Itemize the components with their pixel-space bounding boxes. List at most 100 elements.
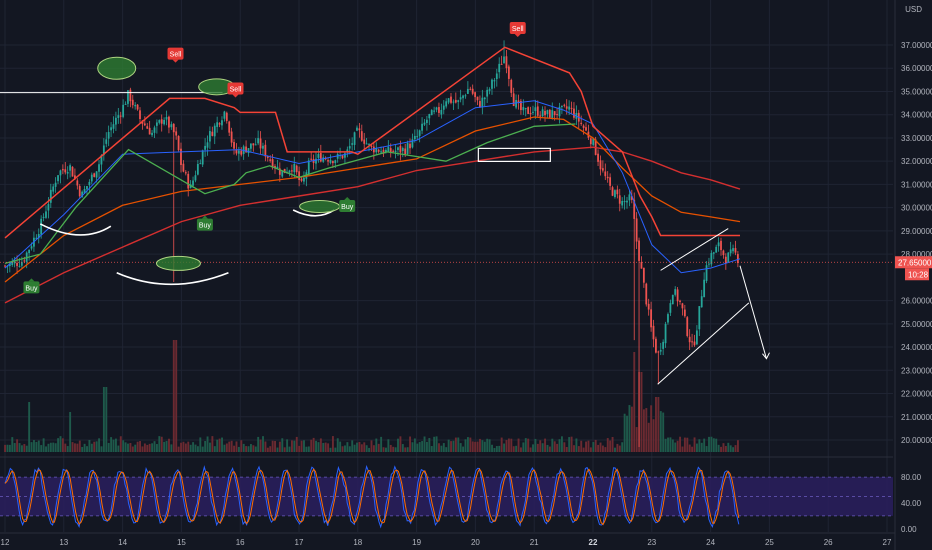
volume-bar bbox=[708, 436, 710, 452]
price-tick-label: 36.00000 bbox=[901, 64, 932, 73]
candle-body bbox=[524, 108, 527, 110]
volume-bar bbox=[23, 444, 26, 452]
candle-body bbox=[445, 101, 448, 107]
candle-body bbox=[416, 136, 419, 138]
candle-body bbox=[457, 100, 460, 102]
candle-body bbox=[201, 150, 204, 165]
volume-bar bbox=[423, 436, 426, 452]
candle-body bbox=[129, 89, 132, 102]
candle-body bbox=[691, 341, 693, 343]
volume-bar bbox=[380, 436, 383, 452]
volume-bar bbox=[466, 437, 469, 452]
volume-bar bbox=[368, 447, 371, 452]
highlight-ellipse bbox=[155, 255, 201, 271]
candle-body bbox=[228, 121, 231, 133]
last-price-badge bbox=[895, 256, 932, 269]
candle-body bbox=[469, 88, 472, 90]
candle-body bbox=[662, 341, 665, 349]
candle-body bbox=[189, 184, 192, 189]
volume-bar bbox=[435, 436, 438, 452]
volume-bar bbox=[177, 446, 180, 452]
time-tick-label: 21 bbox=[530, 538, 539, 547]
candle-body bbox=[315, 158, 317, 164]
candle-body bbox=[288, 170, 291, 173]
candle-body bbox=[394, 150, 397, 153]
candle-body bbox=[597, 153, 599, 162]
time-tick-label: 27 bbox=[883, 538, 892, 547]
volume-bar bbox=[614, 447, 616, 452]
volume-bar bbox=[319, 438, 322, 452]
volume-bar bbox=[633, 352, 636, 452]
candle-body bbox=[604, 171, 607, 177]
volume-bar bbox=[184, 443, 187, 452]
volume-bar bbox=[592, 442, 595, 452]
volume-bar bbox=[57, 438, 60, 452]
candle-body bbox=[423, 122, 426, 125]
candle-body bbox=[404, 148, 407, 155]
volume-bar bbox=[438, 443, 440, 452]
candle-body bbox=[428, 114, 431, 119]
candle-body bbox=[276, 166, 279, 169]
candle-body bbox=[363, 139, 366, 144]
candle-body bbox=[560, 105, 563, 107]
volume-bar bbox=[317, 442, 320, 452]
user-drawings[interactable] bbox=[0, 56, 770, 385]
candle-body bbox=[717, 242, 720, 247]
candle-body bbox=[563, 104, 566, 106]
candle-body bbox=[630, 196, 633, 200]
candle-body bbox=[647, 303, 650, 310]
candle-body bbox=[372, 146, 375, 153]
volume-bar bbox=[503, 443, 506, 452]
price-tick-label: 22.00000 bbox=[901, 390, 932, 399]
candle-body bbox=[667, 314, 669, 323]
buy-sell-signals: Buy Sell Buy Sell Buy Sell bbox=[23, 22, 526, 294]
volume-bar bbox=[585, 441, 588, 452]
candle-body bbox=[40, 218, 43, 235]
projection-arrow-head bbox=[762, 352, 770, 360]
volume-bar bbox=[560, 436, 563, 452]
sell-signal-pointer bbox=[232, 94, 239, 98]
volume-bar bbox=[71, 442, 74, 452]
candle-body bbox=[76, 180, 79, 186]
volume-bar bbox=[204, 440, 207, 452]
volume-bar bbox=[172, 340, 175, 452]
sell-signal-label: Sell bbox=[512, 26, 524, 33]
volume-bar bbox=[129, 442, 132, 452]
volume-bar bbox=[74, 443, 76, 452]
candle-body bbox=[659, 350, 662, 352]
candle-body bbox=[45, 211, 47, 218]
volume-bar bbox=[541, 443, 544, 452]
volume-bar bbox=[527, 438, 530, 452]
volume-bar bbox=[281, 438, 284, 452]
candle-body bbox=[300, 178, 303, 181]
volume-bar bbox=[100, 446, 103, 452]
candle-body bbox=[218, 123, 221, 125]
volume-bar bbox=[141, 446, 144, 452]
volume-bar bbox=[505, 440, 508, 452]
candle-body bbox=[585, 127, 587, 131]
volume-bar bbox=[430, 446, 433, 452]
volume-bar bbox=[254, 446, 257, 452]
volume-bar bbox=[139, 441, 142, 452]
volume-bar bbox=[307, 446, 310, 452]
volume-bar bbox=[4, 444, 6, 452]
volume-bar bbox=[61, 438, 64, 452]
candle-body bbox=[250, 143, 252, 149]
time-tick-label: 19 bbox=[412, 538, 421, 547]
volume-bar bbox=[20, 445, 23, 452]
candle-body bbox=[83, 188, 86, 194]
candle-body bbox=[479, 101, 481, 108]
volume-bar bbox=[500, 437, 503, 452]
volume-bar bbox=[679, 436, 682, 452]
time-tick-label: 20 bbox=[471, 538, 480, 547]
candle-body bbox=[450, 96, 452, 103]
volume-bar bbox=[428, 438, 431, 452]
candle-body bbox=[307, 160, 310, 174]
volume-bar bbox=[327, 443, 330, 452]
volume-bar bbox=[387, 439, 390, 452]
volume-bar bbox=[346, 442, 349, 452]
volume-bar bbox=[399, 436, 402, 452]
volume-bar bbox=[464, 439, 467, 452]
candle-body bbox=[401, 147, 404, 151]
